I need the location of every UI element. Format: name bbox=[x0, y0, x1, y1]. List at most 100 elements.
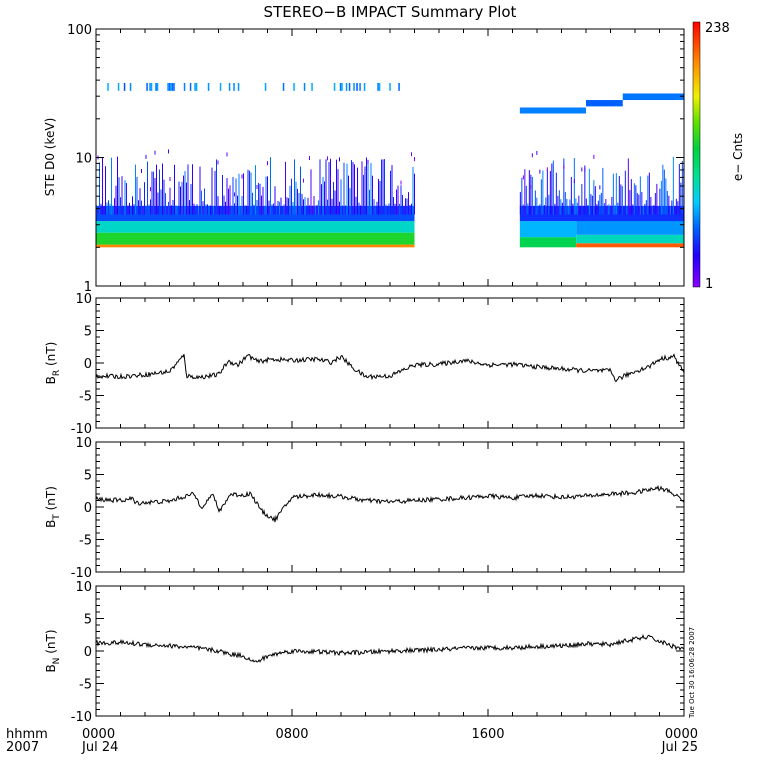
spectrogram-speck bbox=[333, 82, 336, 91]
spectrogram-column bbox=[204, 188, 205, 215]
spectrogram-column bbox=[220, 205, 222, 215]
spectrogram-speck bbox=[234, 192, 235, 197]
spectrogram-speck bbox=[169, 177, 171, 182]
spectrogram-column bbox=[603, 203, 605, 215]
spectrogram-speck bbox=[353, 82, 355, 91]
spectrogram-axes: 1 10 100 bbox=[67, 23, 685, 295]
BN-y-tick-label: -10 bbox=[71, 710, 92, 725]
spectrogram-column bbox=[399, 203, 400, 215]
spectrogram-speck bbox=[339, 157, 340, 162]
spectrogram-column bbox=[400, 185, 402, 215]
spectrogram-column bbox=[411, 203, 412, 215]
spectrogram-column bbox=[551, 163, 553, 215]
spectrogram-column bbox=[304, 197, 306, 215]
spectrogram-column bbox=[594, 186, 596, 215]
spectrogram-column bbox=[195, 205, 196, 215]
spectrogram-speck bbox=[573, 179, 575, 184]
spectrogram-column bbox=[573, 158, 575, 215]
spectrogram-column bbox=[153, 171, 154, 215]
spectrogram-speck bbox=[194, 82, 196, 91]
BR-ylabel: BR (nT) bbox=[44, 342, 62, 385]
spectrogram-speck bbox=[389, 82, 391, 91]
spectrogram-column bbox=[351, 160, 352, 215]
spectrogram-column bbox=[662, 164, 664, 215]
spectrogram-column bbox=[213, 205, 214, 215]
spectrogram-speck bbox=[219, 82, 222, 91]
spectrogram-column bbox=[543, 205, 545, 215]
spectrogram-column bbox=[244, 205, 246, 215]
spectrogram-data bbox=[96, 82, 684, 248]
spectrogram-column bbox=[193, 203, 195, 215]
spectrogram-speck bbox=[241, 174, 243, 179]
spectrogram-column bbox=[318, 200, 319, 215]
spectrogram-y-tick-label: 1 bbox=[84, 280, 92, 295]
spectrogram-column bbox=[669, 205, 671, 215]
spectrogram-speck bbox=[382, 162, 384, 167]
BR-trace bbox=[95, 353, 685, 383]
spectrogram-column bbox=[276, 205, 277, 215]
time-tick-label: 0800 bbox=[275, 727, 308, 742]
spectrogram-speck bbox=[199, 166, 201, 171]
spectrogram-column bbox=[582, 205, 584, 215]
spectrogram-column bbox=[201, 190, 202, 215]
spectrogram-column bbox=[118, 177, 120, 215]
time-tick-label: 0000 bbox=[665, 727, 698, 742]
spectrogram-speck bbox=[378, 82, 381, 91]
spectrogram-column bbox=[650, 197, 652, 215]
spectrogram-speck bbox=[195, 82, 198, 91]
BT-frame bbox=[95, 441, 685, 573]
spectrogram-column bbox=[405, 198, 406, 215]
spectrogram-column bbox=[660, 180, 662, 215]
BT-y-tick-label: 10 bbox=[75, 436, 92, 451]
spectrogram-column bbox=[671, 200, 673, 215]
spectrogram-column bbox=[346, 163, 348, 215]
spectrogram-column bbox=[585, 198, 587, 215]
spectrogram-column bbox=[630, 179, 632, 215]
spectrogram-column bbox=[375, 205, 376, 215]
spectrogram-column bbox=[403, 205, 405, 215]
spectrogram-column bbox=[178, 181, 180, 215]
spectrogram-speck bbox=[303, 178, 304, 183]
spectrogram-column bbox=[579, 205, 581, 215]
spectrogram-column bbox=[223, 195, 225, 215]
spectrogram-column bbox=[620, 184, 622, 215]
spectrogram-column bbox=[325, 159, 327, 215]
plot-title: STEREO−B IMPACT Summary Plot bbox=[264, 3, 517, 21]
spectrogram-column bbox=[381, 159, 382, 215]
spectrogram-speck bbox=[599, 185, 601, 190]
spectrogram-column bbox=[527, 203, 529, 215]
spectrogram-column bbox=[222, 174, 223, 215]
spectrogram-speck bbox=[293, 82, 295, 91]
BR-y-tick-label: 10 bbox=[75, 292, 92, 307]
spectrogram-speck bbox=[126, 186, 127, 191]
spectrogram-column bbox=[522, 204, 524, 215]
spectrogram-column bbox=[656, 183, 658, 215]
spectrogram-band bbox=[519, 237, 577, 248]
spectrogram-speck bbox=[155, 82, 157, 91]
spectrogram-column bbox=[214, 170, 216, 215]
spectrogram-column bbox=[241, 195, 243, 215]
spectrogram-column bbox=[629, 190, 631, 215]
spectrogram-column bbox=[609, 205, 611, 215]
spectrogram-column bbox=[303, 199, 304, 215]
spectrogram-column bbox=[554, 203, 556, 215]
spectrogram-column bbox=[626, 205, 628, 215]
spectrogram-column bbox=[165, 193, 166, 215]
spectrogram-column bbox=[181, 181, 183, 215]
spectrogram-speck bbox=[536, 150, 538, 155]
spectrogram-speck bbox=[156, 82, 159, 91]
spectrogram-column bbox=[672, 156, 674, 215]
spectrogram-column bbox=[319, 159, 321, 215]
spectrogram-column bbox=[136, 176, 138, 215]
spectrogram-column bbox=[394, 203, 396, 215]
spectrogram-band bbox=[519, 221, 577, 238]
spectrogram-column bbox=[192, 164, 193, 215]
spectrogram-column bbox=[255, 165, 256, 215]
spectrogram-column bbox=[357, 167, 358, 215]
spectrogram-speck bbox=[563, 164, 565, 169]
spectrogram-band bbox=[96, 232, 415, 245]
spectrogram-column bbox=[397, 185, 399, 215]
spectrogram-column bbox=[361, 161, 363, 215]
spectrogram-column bbox=[343, 162, 345, 215]
